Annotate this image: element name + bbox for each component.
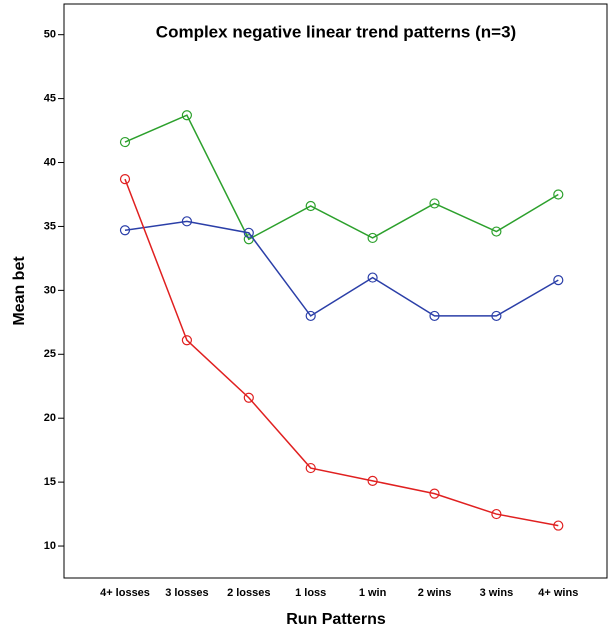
data-point	[553, 275, 564, 286]
data-point	[305, 310, 316, 322]
x-tick-label: 1 loss	[295, 587, 326, 599]
data-point	[367, 475, 378, 486]
y-tick-label: 45	[44, 93, 56, 105]
x-tick-label: 4+ losses	[100, 587, 150, 599]
data-point	[181, 216, 192, 227]
x-tick-label: 2 wins	[418, 587, 452, 599]
series-line	[124, 178, 559, 527]
data-point	[119, 225, 131, 236]
y-tick-label: 35	[44, 220, 56, 232]
y-tick-label: 10	[44, 540, 56, 552]
data-point	[367, 232, 378, 244]
plot-frame	[63, 3, 608, 579]
x-tick-label: 3 losses	[165, 587, 208, 599]
data-point	[429, 488, 440, 499]
data-point	[119, 136, 131, 148]
y-tick-label: 50	[44, 29, 56, 41]
series-line	[124, 114, 559, 241]
x-tick-label: 3 wins	[480, 587, 514, 599]
data-point	[305, 200, 316, 212]
data-point	[553, 520, 564, 531]
x-tick-label: 2 losses	[227, 587, 270, 599]
data-point	[367, 272, 378, 283]
data-point	[491, 226, 502, 237]
series-line	[124, 220, 559, 317]
data-point	[553, 189, 564, 200]
data-point	[243, 392, 254, 403]
y-tick-label: 20	[44, 412, 56, 424]
data-point	[491, 508, 502, 520]
y-axis-title: Mean bet	[11, 256, 28, 326]
y-tick-label: 40	[44, 156, 56, 168]
chart-title: Complex negative linear trend patterns (…	[156, 22, 516, 41]
y-tick-label: 15	[44, 476, 56, 488]
data-point	[429, 198, 440, 209]
data-point	[181, 110, 192, 121]
x-tick-label: 1 win	[359, 587, 387, 599]
data-point	[181, 335, 192, 346]
y-tick-label: 25	[44, 348, 56, 360]
data-point	[119, 174, 131, 185]
y-tick-label: 30	[44, 284, 56, 296]
x-axis-title: Run Patterns	[286, 611, 386, 628]
data-point	[491, 310, 502, 322]
data-point	[429, 310, 440, 322]
data-point	[305, 462, 316, 474]
x-tick-label: 4+ wins	[538, 587, 578, 599]
data-point	[243, 227, 254, 238]
